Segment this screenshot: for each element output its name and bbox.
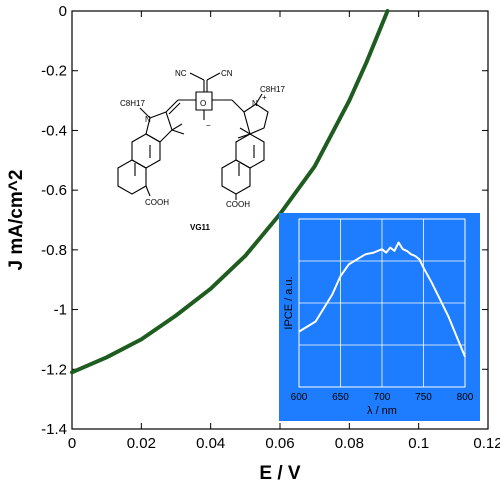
main-axis-ticks	[71, 10, 489, 430]
inset-x-tick-label: 600	[291, 392, 308, 403]
inset-grid	[298, 219, 466, 387]
molecule-label-anion: −	[206, 121, 211, 130]
inset-series-group	[298, 241, 466, 358]
inset-x-tick-label: 800	[457, 392, 474, 403]
x-tick-label: 0.02	[127, 435, 156, 452]
y-axis-title: J mA/cm^2	[6, 170, 27, 271]
x-tick-label: 0.12	[473, 435, 500, 452]
molecule-label-alkyl-left: C8H17	[120, 99, 145, 108]
x-tick-label: 0.08	[335, 435, 364, 452]
inset-x-tick-label: 650	[332, 392, 349, 403]
y-tick-label: -1.4	[41, 421, 67, 438]
inset-x-tick-labels: 600 650 700 750 800	[291, 392, 474, 403]
y-tick-label: -1	[54, 302, 67, 319]
inset-x-axis-title: λ / nm	[367, 405, 397, 417]
vg11-molecule-labels: NC CN O − N N + C8H17 C8H17 COOH COOH VG…	[120, 69, 285, 232]
main-series-group	[70, 9, 390, 375]
inset-background	[279, 213, 480, 421]
y-tick-label: -1.2	[41, 361, 67, 378]
x-tick-label: 0.04	[196, 435, 225, 452]
vg11-molecule	[117, 72, 269, 200]
molecule-name: VG11	[190, 223, 211, 232]
molecule-label-oxygen: O	[200, 99, 206, 108]
molecule-label-cation: +	[262, 93, 267, 102]
y-tick-label: 0	[59, 3, 67, 20]
main-x-tick-labels: 0 0.02 0.04 0.06 0.08 0.1 0.12	[68, 435, 500, 452]
y-tick-label: -0.6	[41, 182, 67, 199]
x-axis-title: E / V	[259, 463, 301, 484]
inset-x-tick-label: 750	[415, 392, 432, 403]
inset-y-axis-title: IPCE / a.u.	[283, 276, 295, 329]
molecule-label-n-right: N	[252, 99, 258, 108]
molecule-label-nc: NC	[175, 69, 187, 78]
molecule-label-alkyl-right: C8H17	[260, 85, 285, 94]
x-tick-label: 0	[68, 435, 76, 452]
molecule-label-cooh-right: COOH	[226, 200, 250, 209]
y-tick-label: -0.2	[41, 63, 67, 80]
y-tick-label: -0.8	[41, 242, 67, 259]
molecule-label-cooh-left: COOH	[145, 198, 169, 207]
jv-curve	[70, 9, 390, 375]
molecule-label-cn: CN	[221, 69, 233, 78]
main-y-tick-labels: 0 -0.2 -0.4 -0.6 -0.8 -1 -1.2 -1.4	[41, 3, 67, 438]
x-tick-label: 0.06	[265, 435, 294, 452]
inset-x-tick-label: 700	[374, 392, 391, 403]
molecule-label-n-left: N	[145, 115, 151, 124]
y-tick-label: -0.4	[41, 122, 67, 139]
x-tick-label: 0.1	[408, 435, 429, 452]
ipce-curve	[298, 241, 466, 358]
